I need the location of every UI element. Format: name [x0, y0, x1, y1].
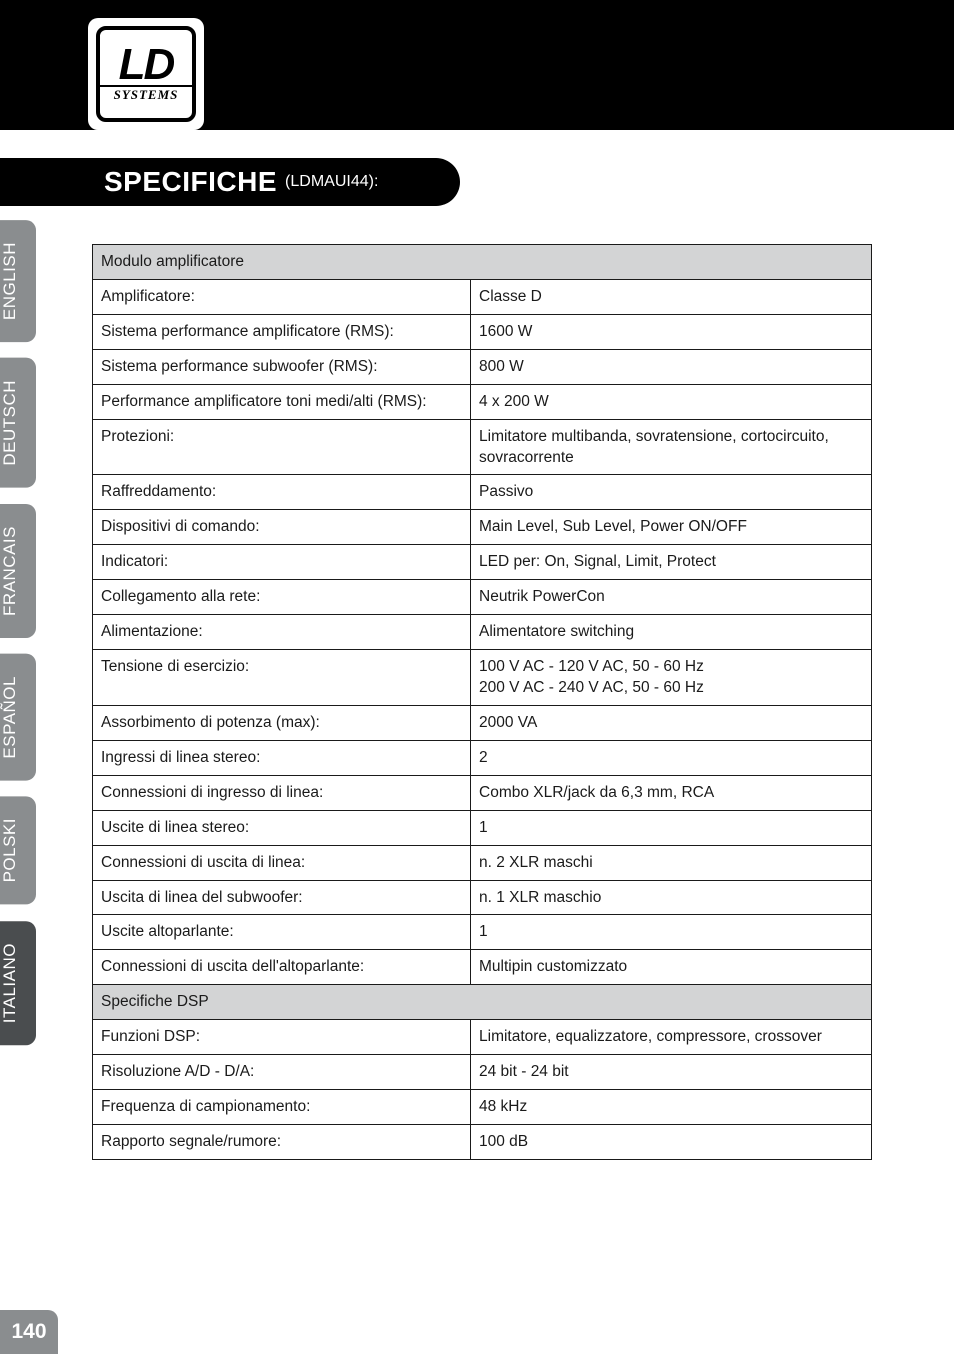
- spec-label: Tensione di esercizio:: [93, 650, 471, 706]
- table-row: Sistema performance amplificatore (RMS):…: [93, 314, 872, 349]
- spec-label: Performance amplificatore toni medi/alti…: [93, 384, 471, 419]
- title-bar: SPECIFICHE (LDMAUI44):: [0, 158, 460, 206]
- table-row: Connessioni di uscita dell'altoparlante:…: [93, 950, 872, 985]
- spec-label: Connessioni di ingresso di linea:: [93, 775, 471, 810]
- spec-label: Raffreddamento:: [93, 475, 471, 510]
- spec-label: Dispositivi di comando:: [93, 510, 471, 545]
- spec-value: 100 dB: [471, 1124, 872, 1159]
- spec-value: Passivo: [471, 475, 872, 510]
- spec-value: 1600 W: [471, 314, 872, 349]
- spec-value: 24 bit - 24 bit: [471, 1055, 872, 1090]
- spec-label: Collegamento alla rete:: [93, 580, 471, 615]
- spec-label: Connessioni di uscita dell'altoparlante:: [93, 950, 471, 985]
- table-row: Collegamento alla rete:Neutrik PowerCon: [93, 580, 872, 615]
- spec-label: Uscite altoparlante:: [93, 915, 471, 950]
- spec-label: Indicatori:: [93, 545, 471, 580]
- table-row: Uscite altoparlante:1: [93, 915, 872, 950]
- table-row: Indicatori:LED per: On, Signal, Limit, P…: [93, 545, 872, 580]
- table-row: Rapporto segnale/rumore:100 dB: [93, 1124, 872, 1159]
- lang-tab-polski[interactable]: POLSKI: [0, 796, 36, 904]
- spec-value: Combo XLR/jack da 6,3 mm, RCA: [471, 775, 872, 810]
- spec-value: 800 W: [471, 349, 872, 384]
- spec-value: 1: [471, 915, 872, 950]
- title-sub: (LDMAUI44):: [285, 173, 378, 191]
- table-row: Risoluzione A/D - D/A:24 bit - 24 bit: [93, 1055, 872, 1090]
- table-row: Connessioni di ingresso di linea:Combo X…: [93, 775, 872, 810]
- spec-label: Risoluzione A/D - D/A:: [93, 1055, 471, 1090]
- spec-value: Limitatore, equalizzatore, compressore, …: [471, 1020, 872, 1055]
- spec-value: Alimentatore switching: [471, 615, 872, 650]
- spec-label: Uscite di linea stereo:: [93, 810, 471, 845]
- table-row: Uscita di linea del subwoofer:n. 1 XLR m…: [93, 880, 872, 915]
- spec-label: Funzioni DSP:: [93, 1020, 471, 1055]
- table-row: Frequenza di campionamento:48 kHz: [93, 1090, 872, 1125]
- table-row: Assorbimento di potenza (max):2000 VA: [93, 705, 872, 740]
- spec-label: Rapporto segnale/rumore:: [93, 1124, 471, 1159]
- logo-sub-text: SYSTEMS: [100, 85, 192, 103]
- spec-value: Neutrik PowerCon: [471, 580, 872, 615]
- language-sidebar: ENGLISH DEUTSCH FRANCAIS ESPAÑOL POLSKI ITALI…: [0, 220, 36, 1045]
- spec-label: Sistema performance subwoofer (RMS):: [93, 349, 471, 384]
- spec-value: 4 x 200 W: [471, 384, 872, 419]
- table-row: Uscite di linea stereo:1: [93, 810, 872, 845]
- page: LD SYSTEMS SPECIFICHE (LDMAUI44): ENGLIS…: [0, 0, 954, 1354]
- spec-value: Limitatore multibanda, sovratensione, co…: [471, 419, 872, 475]
- logo-main-text: LD: [119, 45, 174, 85]
- spec-label: Amplificatore:: [93, 279, 471, 314]
- spec-label: Uscita di linea del subwoofer:: [93, 880, 471, 915]
- logo: LD SYSTEMS: [88, 18, 204, 130]
- lang-tab-english[interactable]: ENGLISH: [0, 220, 36, 342]
- spec-label: Connessioni di uscita di linea:: [93, 845, 471, 880]
- lang-tab-francais[interactable]: FRANCAIS: [0, 504, 36, 638]
- spec-value: 2: [471, 740, 872, 775]
- spec-value: Classe D: [471, 279, 872, 314]
- spec-value: Multipin customizzato: [471, 950, 872, 985]
- table-row: Protezioni:Limitatore multibanda, sovrat…: [93, 419, 872, 475]
- spec-table: Modulo amplificatoreAmplificatore:Classe…: [92, 244, 872, 1160]
- table-row: Dispositivi di comando:Main Level, Sub L…: [93, 510, 872, 545]
- spec-value: Main Level, Sub Level, Power ON/OFF: [471, 510, 872, 545]
- spec-value: n. 2 XLR maschi: [471, 845, 872, 880]
- spec-value: n. 1 XLR maschio: [471, 880, 872, 915]
- section-header: Specifiche DSP: [93, 985, 872, 1020]
- lang-tab-español[interactable]: ESPAÑOL: [0, 654, 36, 781]
- table-row: Amplificatore:Classe D: [93, 279, 872, 314]
- lang-tab-deutsch[interactable]: DEUTSCH: [0, 358, 36, 488]
- spec-value: 100 V AC - 120 V AC, 50 - 60 Hz 200 V AC…: [471, 650, 872, 706]
- spec-label: Alimentazione:: [93, 615, 471, 650]
- logo-inner: LD SYSTEMS: [96, 26, 196, 122]
- title-main: SPECIFICHE: [104, 166, 277, 198]
- spec-label: Sistema performance amplificatore (RMS):: [93, 314, 471, 349]
- spec-label: Ingressi di linea stereo:: [93, 740, 471, 775]
- table-row: Alimentazione:Alimentatore switching: [93, 615, 872, 650]
- table-row: Sistema performance subwoofer (RMS):800 …: [93, 349, 872, 384]
- table-row: Performance amplificatore toni medi/alti…: [93, 384, 872, 419]
- page-number: 140: [0, 1310, 58, 1354]
- table-row: Funzioni DSP:Limitatore, equalizzatore, …: [93, 1020, 872, 1055]
- spec-label: Frequenza di campionamento:: [93, 1090, 471, 1125]
- spec-label: Protezioni:: [93, 419, 471, 475]
- spec-value: 48 kHz: [471, 1090, 872, 1125]
- lang-tab-italiano[interactable]: ITALIANO: [0, 921, 36, 1045]
- spec-table-wrap: Modulo amplificatoreAmplificatore:Classe…: [92, 244, 872, 1160]
- spec-value: LED per: On, Signal, Limit, Protect: [471, 545, 872, 580]
- spec-value: 2000 VA: [471, 705, 872, 740]
- section-header: Modulo amplificatore: [93, 245, 872, 280]
- table-row: Ingressi di linea stereo:2: [93, 740, 872, 775]
- table-row: Raffreddamento:Passivo: [93, 475, 872, 510]
- spec-label: Assorbimento di potenza (max):: [93, 705, 471, 740]
- table-row: Connessioni di uscita di linea:n. 2 XLR …: [93, 845, 872, 880]
- spec-value: 1: [471, 810, 872, 845]
- table-row: Tensione di esercizio:100 V AC - 120 V A…: [93, 650, 872, 706]
